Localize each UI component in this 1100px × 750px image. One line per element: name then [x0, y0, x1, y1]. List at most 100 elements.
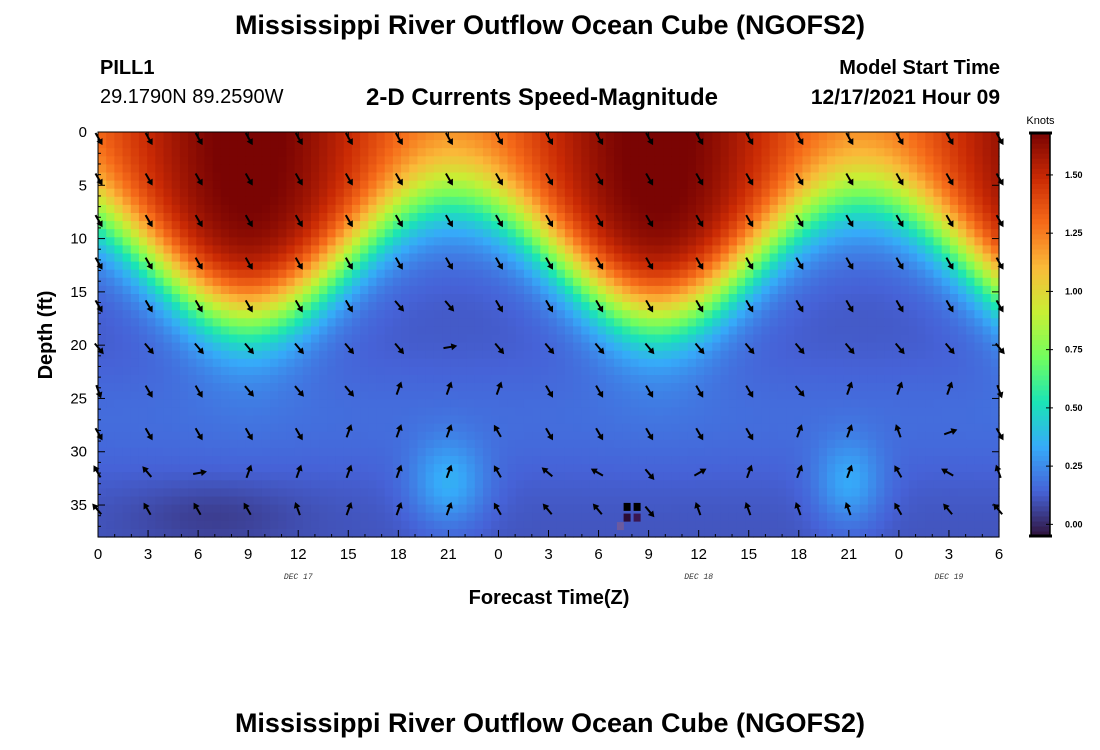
heatmap-cell	[122, 148, 132, 157]
heatmap-cell	[818, 358, 828, 368]
heatmap-cell	[294, 334, 304, 344]
heatmap-cell	[614, 164, 623, 174]
heatmap-cell	[409, 148, 419, 157]
heatmap-cell	[654, 310, 664, 319]
heatmap-cell	[376, 277, 386, 287]
heatmap-cell	[884, 180, 894, 190]
heatmap-cell	[98, 172, 107, 182]
heatmap-cell	[343, 196, 353, 206]
heatmap-cell	[270, 350, 279, 360]
heatmap-cell	[409, 342, 419, 352]
heatmap-cell	[302, 269, 312, 279]
heatmap-cell	[876, 213, 885, 222]
heatmap-cell	[777, 456, 787, 465]
heatmap-cell	[384, 447, 394, 457]
heatmap-cell	[179, 464, 189, 473]
heatmap-cell	[474, 383, 484, 392]
heatmap-cell	[376, 358, 386, 368]
heatmap-cell	[515, 164, 525, 174]
heatmap-cell	[949, 221, 959, 230]
heatmap-cell	[278, 496, 287, 506]
heatmap-cell	[409, 326, 419, 336]
heatmap-cell	[474, 213, 484, 222]
heatmap-cell	[892, 318, 902, 327]
heatmap-cell	[376, 318, 386, 327]
heatmap-cell	[442, 391, 451, 400]
heatmap-cell	[220, 480, 230, 489]
heatmap-cell	[98, 415, 107, 425]
heatmap-cell	[687, 148, 697, 157]
heatmap-cell	[695, 464, 705, 473]
heatmap-cell	[491, 334, 500, 344]
heatmap-cell	[499, 358, 509, 368]
heatmap-cell	[826, 294, 836, 303]
heatmap-cell	[835, 415, 844, 425]
heatmap-cell	[884, 456, 894, 465]
heatmap-cell	[605, 132, 615, 141]
heatmap-cell	[466, 148, 476, 157]
heatmap-cell	[278, 148, 287, 157]
heatmap-cell	[188, 464, 197, 473]
heatmap-cell	[163, 415, 173, 425]
heatmap-cell	[810, 221, 820, 230]
heatmap-cell	[327, 229, 337, 238]
heatmap-cell	[622, 415, 632, 425]
heatmap-cell	[859, 245, 869, 255]
heatmap-cell	[138, 496, 148, 506]
heatmap-cell	[286, 464, 296, 473]
heatmap-cell	[179, 342, 189, 352]
heatmap-cell	[245, 253, 255, 263]
heatmap-cell	[786, 213, 795, 222]
heatmap-cell	[826, 180, 836, 190]
heatmap-cell	[245, 480, 255, 489]
heatmap-cell	[712, 431, 722, 441]
heatmap-cell	[630, 383, 640, 392]
heatmap-cell	[442, 180, 451, 190]
heatmap-cell	[892, 180, 902, 190]
heatmap-cell	[843, 334, 853, 344]
heatmap-cell	[745, 383, 754, 392]
heatmap-cell	[532, 188, 541, 198]
heatmap-cell	[261, 229, 271, 238]
heatmap-cell	[974, 172, 984, 182]
heatmap-cell	[654, 472, 664, 481]
heatmap-cell	[728, 156, 738, 165]
heatmap-cell	[753, 302, 763, 311]
heatmap-cell	[769, 302, 779, 311]
heatmap-cell	[908, 375, 918, 384]
heatmap-cell	[679, 261, 689, 271]
heatmap-cell	[835, 464, 844, 473]
heatmap-cell	[245, 310, 255, 319]
heatmap-cell	[351, 334, 361, 344]
heatmap-cell	[384, 310, 394, 319]
heatmap-cell	[196, 148, 206, 157]
heatmap-cell	[900, 204, 910, 214]
heatmap-cell	[720, 407, 730, 417]
heatmap-cell	[335, 415, 345, 425]
heatmap-cell	[597, 277, 607, 287]
heatmap-cell	[982, 156, 992, 165]
heatmap-cell	[351, 342, 361, 352]
heatmap-cell	[196, 447, 206, 457]
heatmap-cell	[802, 334, 812, 344]
heatmap-cell	[319, 391, 328, 400]
heatmap-cell	[392, 188, 402, 198]
heatmap-cell	[409, 253, 419, 263]
heatmap-cell	[532, 204, 541, 214]
heatmap-cell	[515, 302, 525, 311]
heatmap-cell	[687, 423, 697, 433]
heatmap-cell	[597, 415, 607, 425]
heatmap-cell	[442, 439, 451, 449]
heatmap-cell	[335, 221, 345, 230]
heatmap-cell	[302, 496, 312, 506]
heatmap-cell	[130, 172, 140, 182]
heatmap-cell	[532, 269, 541, 279]
heatmap-cell	[654, 415, 664, 425]
heatmap-cell	[605, 391, 615, 400]
heatmap-cell	[695, 245, 705, 255]
heatmap-cell	[794, 180, 804, 190]
heatmap-cell	[155, 196, 165, 206]
heatmap-cell	[917, 472, 926, 481]
heatmap-cell	[663, 326, 672, 336]
heatmap-cell	[810, 229, 820, 238]
